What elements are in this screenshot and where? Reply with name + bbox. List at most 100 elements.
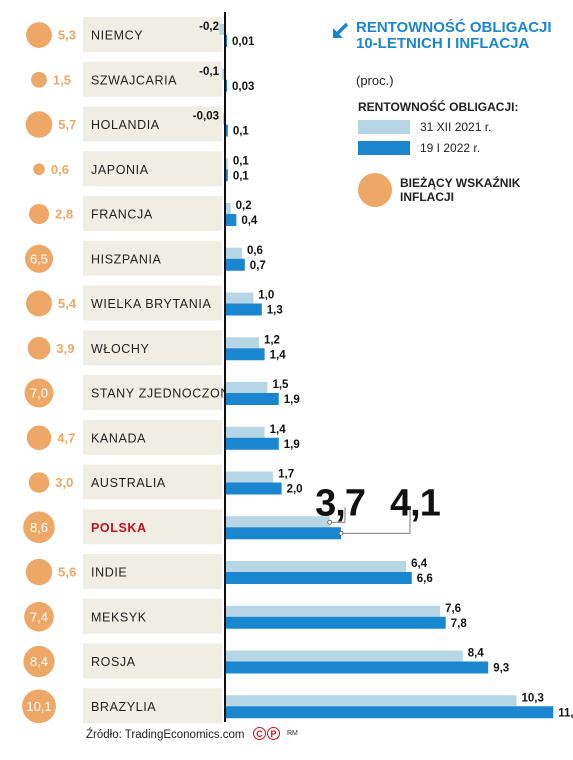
country-label: WIELKA BRYTANIA	[91, 297, 211, 311]
inflation-bubble	[25, 111, 53, 138]
country-label-box	[83, 240, 222, 276]
legend-item-jan-2022: 19 I 2022 r.	[358, 141, 480, 155]
legend-bubble-label: BIEŻĄCY WSKAŹNIK INFLACJI	[400, 176, 521, 204]
value-label-jan-2022: 0,1	[233, 170, 250, 182]
bar-dec-2021	[225, 426, 265, 438]
inflation-label: 1,5	[53, 72, 71, 87]
country-label-box	[83, 17, 222, 52]
bar-dec-2021	[225, 203, 231, 214]
country-label: ROSJA	[91, 655, 136, 669]
value-label-jan-2022: 0,03	[232, 81, 254, 93]
arrow-down-left-icon	[333, 22, 349, 38]
value-label-jan-2022: 1,9	[284, 394, 300, 406]
country-label: BRAZYLIA	[91, 700, 156, 714]
legend-label: 19 I 2022 r.	[420, 141, 481, 155]
unit-label: (proc.)	[356, 73, 394, 88]
bar-dec-2021	[225, 247, 242, 259]
bar-jan-2022	[225, 572, 412, 584]
country-label: HISZPANIA	[91, 252, 162, 266]
legend-item-dec-2021: 31 XII 2021 r.	[358, 120, 491, 134]
bar-dec-2021	[225, 561, 407, 572]
value-label-dec-2021: 0,2	[236, 200, 252, 212]
inflation-bubble	[22, 689, 56, 724]
bar-jan-2022	[225, 527, 342, 540]
value-label-jan-2022: 9,3	[493, 663, 509, 675]
inflation-label: 6,5	[30, 251, 48, 266]
country-label: JAPONIA	[91, 163, 149, 177]
country-label-box	[83, 61, 222, 97]
inflation-bubble	[31, 71, 47, 88]
logo-suffix: RM	[287, 730, 298, 737]
country-label: WŁOCHY	[91, 342, 150, 356]
value-label-jan-2022: 6,6	[417, 573, 433, 585]
value-label-dec-2021: 8,4	[468, 648, 485, 660]
bar-dec-2021	[225, 158, 228, 170]
source-note: Źródło: TradingEconomics.com	[86, 729, 245, 741]
inflation-label: 7,4	[30, 609, 48, 624]
value-label-dec-2021: 1,2	[264, 334, 280, 346]
value-label-jan-2022: 0,4	[241, 215, 258, 227]
country-label-box	[83, 598, 222, 634]
legend-swatch	[358, 120, 410, 134]
inflation-label: 0,6	[51, 162, 69, 177]
value-label-dec-2021: 7,6	[445, 603, 461, 615]
value-label-dec-2021: 0,6	[247, 245, 263, 257]
country-label: AUSTRALIA	[91, 476, 166, 490]
value-label-jan-2022: 7,8	[451, 618, 468, 630]
country-label-box	[83, 285, 222, 321]
value-label-dec-2021: 1,5	[272, 379, 289, 391]
country-label-box	[83, 643, 222, 679]
inflation-label: 2,8	[55, 207, 73, 222]
country-label-box	[83, 464, 222, 500]
bar-dec-2021	[225, 292, 254, 304]
value-label-dec-2021: 1,4	[270, 424, 287, 436]
logo-letter: C	[253, 727, 266, 740]
inflation-label: 3,0	[55, 475, 73, 490]
value-label-dec-2021: -0,2	[199, 21, 219, 33]
bar-jan-2022	[225, 303, 262, 316]
value-label-jan-2022: 0,1	[233, 126, 250, 138]
callout-line	[329, 507, 346, 523]
value-label-jan-2022: 2,0	[287, 484, 303, 496]
value-label-dec-2021: -0,1	[199, 66, 219, 78]
bar-jan-2022	[225, 482, 282, 495]
inflation-label: 10,1	[26, 699, 51, 714]
rp-logo: C P RM	[253, 727, 298, 740]
country-label-box	[83, 375, 222, 410]
value-label-dec-2021: 0,1	[233, 155, 250, 167]
inflation-bubble	[33, 163, 45, 176]
bar-dec-2021	[225, 650, 463, 662]
country-label-box	[83, 554, 222, 589]
value-label-dec-2021: 1,7	[278, 469, 294, 481]
value-label-jan-2022: 11,6	[558, 707, 573, 719]
inflation-label: 8,4	[30, 654, 48, 669]
inflation-bubble	[24, 244, 54, 273]
value-label-jan-2022: 0,01	[232, 36, 255, 48]
inflation-label: 7,0	[30, 386, 48, 401]
bar-jan-2022	[225, 348, 265, 361]
bar-dec-2021	[225, 382, 268, 393]
country-label-box	[83, 196, 222, 231]
value-label-jan-2022: 1,9	[284, 439, 300, 451]
country-label: NIEMCY	[91, 29, 143, 43]
country-label: POLSKA	[91, 521, 147, 535]
country-label: HOLANDIA	[91, 118, 160, 132]
country-label: STANY ZJEDNOCZONE	[91, 387, 239, 401]
legend-label: 31 XII 2021 r.	[420, 120, 492, 134]
bar-jan-2022	[225, 258, 245, 271]
value-label-dec-2021: 6,4	[411, 558, 428, 570]
bar-dec-2021	[219, 24, 225, 35]
country-label: INDIE	[91, 566, 127, 580]
inflation-label: 3,9	[56, 341, 74, 356]
chart-title: RENTOWNOŚĆ OBLIGACJI 10-LETNICH I INFLAC…	[356, 19, 552, 52]
bar-dec-2021	[225, 337, 259, 349]
inflation-label: 4,7	[57, 430, 75, 445]
value-label-dec-2021: 3,7	[315, 482, 365, 524]
inflation-label: 5,3	[58, 28, 76, 43]
bar-dec-2021	[225, 471, 274, 483]
value-label-dec-2021: 10,3	[521, 692, 543, 704]
value-label-jan-2022: 1,4	[270, 349, 287, 361]
country-label: SZWAJCARIA	[91, 73, 177, 87]
bar-dec-2021	[225, 695, 517, 707]
